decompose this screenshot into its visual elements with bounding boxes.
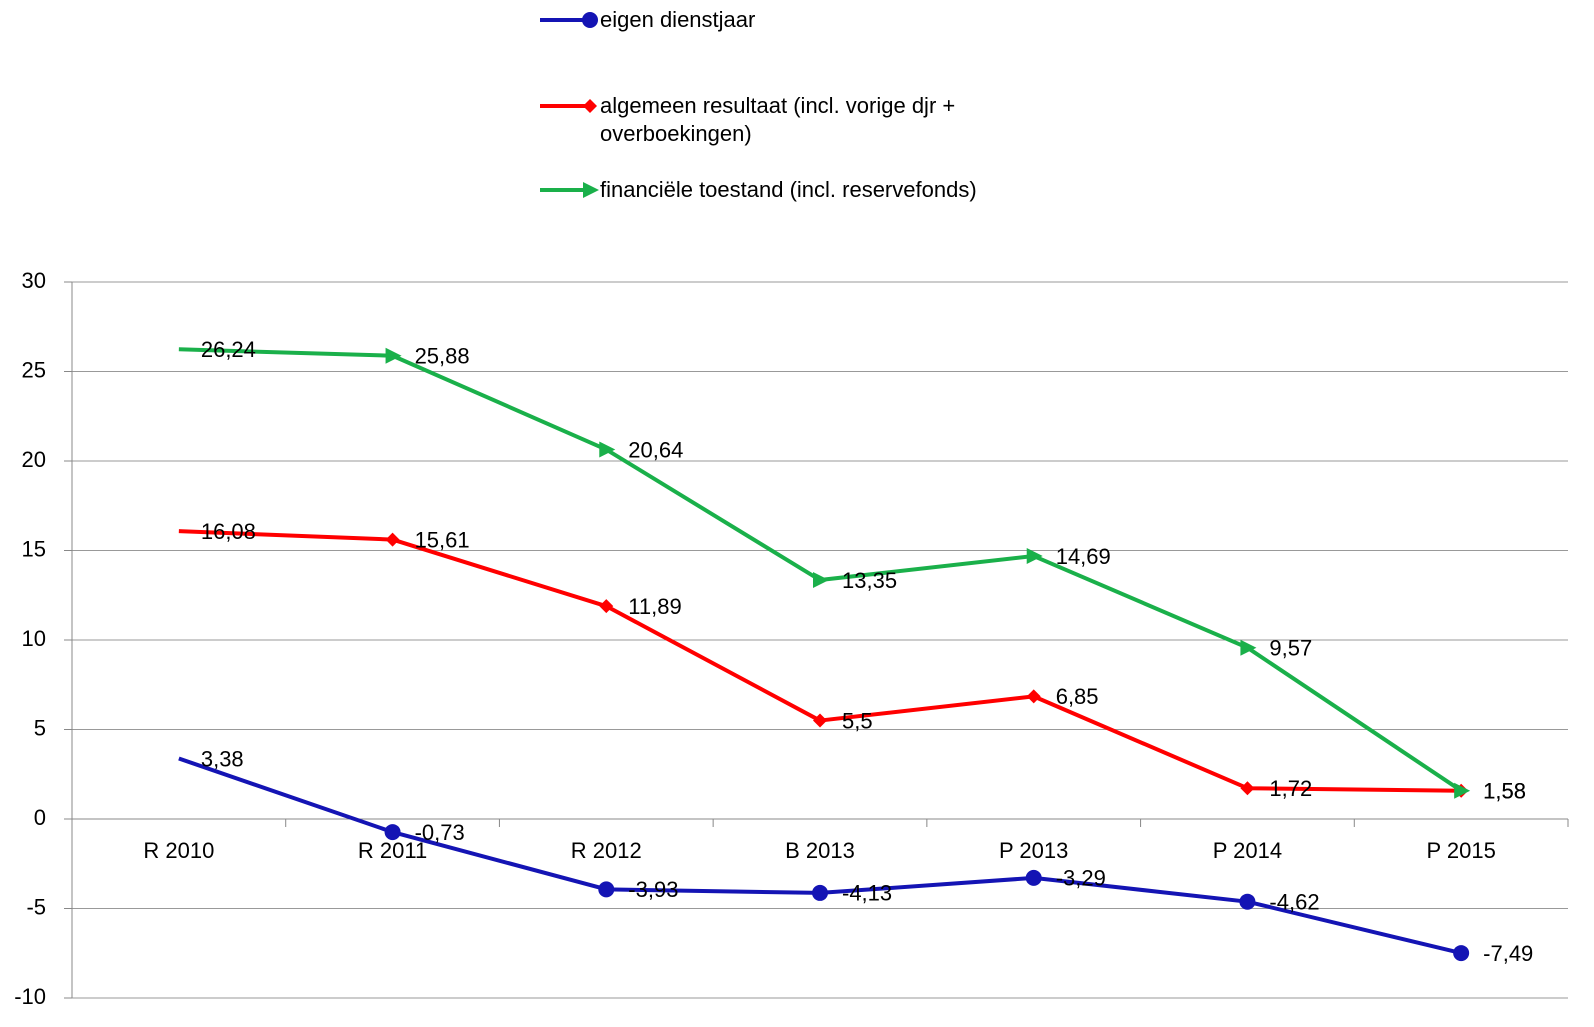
data-label: 20,64 xyxy=(628,437,683,462)
marker xyxy=(598,881,615,898)
y-tick-label: 5 xyxy=(34,715,46,740)
data-label: -4,13 xyxy=(842,881,892,906)
y-tick-label: 0 xyxy=(34,805,46,830)
marker xyxy=(813,572,829,589)
y-tick-label: 20 xyxy=(22,447,46,472)
data-label: 25,88 xyxy=(415,344,470,369)
x-tick-label: P 2013 xyxy=(999,838,1068,863)
data-label: 6,85 xyxy=(1056,684,1099,709)
data-label: 11,89 xyxy=(628,594,681,619)
marker xyxy=(813,713,827,728)
x-tick-label: B 2013 xyxy=(785,838,855,863)
data-label: 13,35 xyxy=(842,568,897,593)
marker xyxy=(1240,781,1255,796)
x-tick-label: R 2010 xyxy=(143,838,214,863)
data-label: 1,58 xyxy=(1483,779,1526,804)
marker xyxy=(1025,869,1042,886)
legend-label: eigen dienstjaar xyxy=(600,7,756,32)
marker xyxy=(1239,893,1256,910)
data-label: 14,69 xyxy=(1056,544,1111,569)
data-label: -7,49 xyxy=(1483,941,1533,966)
y-tick-label: 10 xyxy=(22,626,46,651)
marker xyxy=(1453,945,1470,962)
marker xyxy=(385,347,402,364)
marker xyxy=(582,12,598,28)
marker xyxy=(1454,782,1471,799)
y-tick-label: -10 xyxy=(14,984,46,1009)
legend-label: algemeen resultaat (incl. vorige djr + o… xyxy=(600,93,956,146)
data-label: -0,73 xyxy=(415,820,465,845)
marker xyxy=(599,441,616,458)
y-tick-label: -5 xyxy=(26,894,46,919)
x-tick-label: R 2011 xyxy=(358,838,427,863)
data-label: -3,93 xyxy=(628,877,678,902)
marker xyxy=(583,182,599,198)
data-label: 1,58 xyxy=(1483,779,1526,804)
data-label: 3,38 xyxy=(201,746,244,771)
data-label: 15,61 xyxy=(415,527,470,552)
data-label: 26,24 xyxy=(201,337,256,362)
marker xyxy=(1026,689,1041,704)
data-label: 1,72 xyxy=(1269,776,1312,801)
x-tick-label: R 2012 xyxy=(571,838,642,863)
data-label: 9,57 xyxy=(1269,636,1312,661)
x-tick-label: P 2015 xyxy=(1426,838,1495,863)
data-label: -4,62 xyxy=(1269,890,1319,915)
marker xyxy=(385,532,400,547)
data-label: 16,08 xyxy=(201,519,256,544)
marker xyxy=(1026,548,1043,565)
marker xyxy=(812,884,828,901)
marker xyxy=(384,824,401,841)
marker xyxy=(583,99,597,113)
y-tick-label: 25 xyxy=(22,357,46,382)
marker xyxy=(599,599,614,614)
legend-label: financiële toestand (incl. reservefonds) xyxy=(600,177,977,202)
y-tick-label: 30 xyxy=(22,268,46,293)
x-tick-label: P 2014 xyxy=(1213,838,1282,863)
marker xyxy=(1240,639,1257,656)
data-label: 5,5 xyxy=(842,708,873,733)
y-tick-label: 15 xyxy=(22,536,46,561)
data-label: -3,29 xyxy=(1056,866,1106,891)
